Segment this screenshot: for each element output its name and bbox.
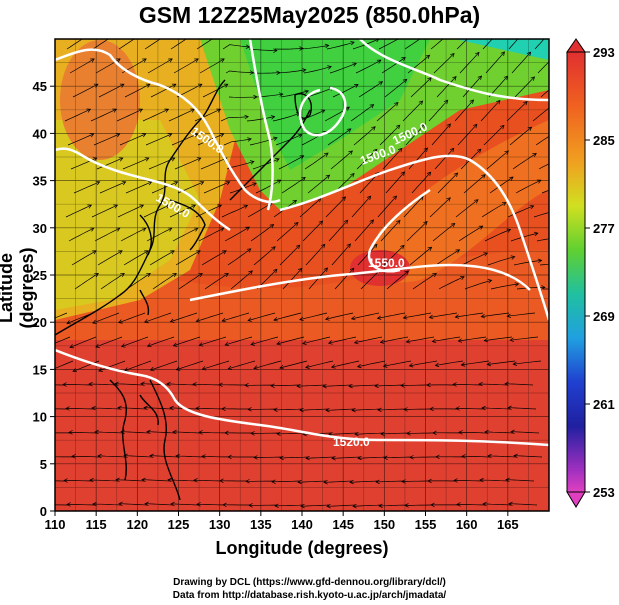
contour-label: 1520.0 — [333, 435, 370, 449]
colorbar-tick-label: 277 — [593, 221, 615, 236]
colorbar-lower-arrow — [566, 491, 586, 508]
y-axis: 0 5 10 15 20 25 30 35 40 45 — [33, 79, 55, 519]
colorbar-tick-label: 285 — [593, 133, 615, 148]
y-tick-label: 45 — [33, 79, 47, 94]
y-tick-label: 0 — [40, 504, 47, 519]
y-tick-label: 25 — [33, 268, 47, 283]
x-axis: 110 115 120 125 130 135 140 145 150 155 160 165 — [45, 511, 519, 532]
colorbar-tick-label: 269 — [593, 309, 615, 324]
x-axis-label: Longitude (degrees) — [215, 538, 389, 558]
y-tick-label: 5 — [40, 457, 47, 472]
x-tick-label: 165 — [497, 517, 519, 532]
credits-data: Data from http://database.rish.kyoto-u.a… — [172, 590, 447, 601]
credits: Drawing by DCL (https://www.gfd-dennou.o… — [0, 576, 619, 602]
y-tick-label: 10 — [33, 410, 47, 425]
colorbar: 293 285 277 269 261 253 — [566, 38, 615, 508]
x-tick-label: 115 — [86, 517, 107, 532]
x-tick-label: 140 — [291, 517, 313, 532]
y-axis-label: Latitude (degrees) — [0, 247, 37, 329]
contour-label: 1550.0 — [368, 256, 405, 270]
x-tick-label: 120 — [126, 517, 148, 532]
x-tick-label: 155 — [415, 517, 437, 532]
y-tick-label: 15 — [33, 362, 47, 377]
colorbar-tick-label: 261 — [593, 397, 615, 412]
credits-drawing: Drawing by DCL (https://www.gfd-dennou.o… — [173, 577, 446, 588]
y-tick-label: 35 — [33, 174, 47, 189]
x-tick-label: 150 — [373, 517, 395, 532]
y-tick-label: 40 — [33, 126, 47, 141]
colorbar-scale — [566, 51, 586, 493]
x-tick-label: 145 — [332, 517, 354, 532]
colorbar-tick-label: 253 — [593, 485, 615, 500]
x-tick-label: 160 — [456, 517, 478, 532]
x-tick-label: 135 — [250, 517, 272, 532]
y-tick-label: 30 — [33, 221, 47, 236]
height-contours — [55, 39, 549, 447]
x-tick-label: 125 — [168, 517, 190, 532]
map-title: GSM 12Z25May2025 (850.0hPa) — [138, 2, 481, 28]
colorbar-tick-label: 293 — [593, 45, 615, 60]
x-tick-label: 110 — [45, 517, 66, 532]
x-tick-label: 130 — [209, 517, 231, 532]
y-tick-label: 20 — [33, 315, 47, 330]
colorbar-upper-arrow — [566, 38, 586, 53]
